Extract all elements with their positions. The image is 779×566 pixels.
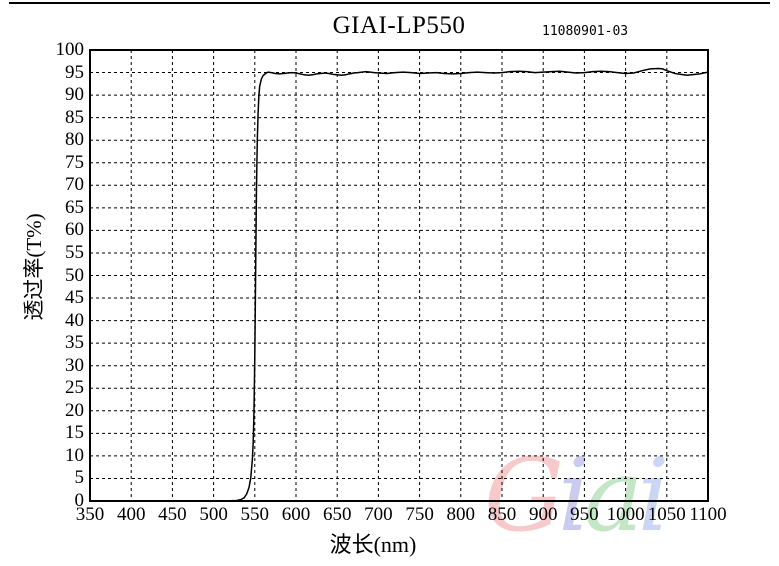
plot-border	[89, 49, 709, 502]
y-axis-title: 透过率(T%)	[22, 213, 46, 321]
x-tick-label: 850	[487, 504, 517, 525]
top-border-line	[9, 2, 770, 4]
x-tick-label: 700	[364, 504, 393, 525]
x-tick-label: 400	[116, 504, 146, 525]
x-tick-label: 500	[199, 504, 228, 525]
y-tick-label: 5	[74, 467, 85, 489]
y-tick-label: 95	[65, 61, 84, 83]
y-tick-label: 15	[65, 422, 84, 444]
x-tick-label: 600	[281, 504, 311, 525]
watermark-letter: a	[583, 437, 644, 554]
y-tick-label: 20	[65, 399, 84, 421]
watermark-letter: i	[637, 437, 670, 554]
x-tick-label: 550	[240, 504, 270, 525]
y-tick-label: 0	[74, 490, 85, 511]
y-tick-label: 30	[65, 354, 84, 376]
watermark-letter: G	[484, 437, 564, 554]
x-tick-label: 1100	[689, 504, 727, 525]
y-tick-label: 75	[65, 151, 84, 173]
serial-number: 11080901-03	[542, 24, 629, 39]
x-tick-label: 350	[75, 504, 105, 525]
y-tick-label: 90	[65, 84, 84, 106]
y-tick-label: 50	[65, 264, 84, 286]
y-tick-label: 55	[65, 241, 84, 263]
watermark-letter: i	[557, 437, 590, 554]
y-tick-label: 65	[65, 196, 84, 218]
chart-title: GIAI-LP550	[332, 12, 466, 39]
x-tick-label: 1050	[647, 504, 686, 525]
x-tick-label: 800	[446, 504, 476, 525]
y-tick-label: 85	[65, 106, 84, 128]
y-tick-label: 40	[65, 309, 84, 331]
giai-logo-watermark: Giai	[484, 446, 669, 546]
x-axis-title: 波长(nm)	[329, 532, 417, 557]
y-tick-label: 70	[65, 174, 84, 196]
x-tick-label: 1000	[606, 504, 645, 525]
y-tick-label: 100	[55, 39, 85, 60]
x-tick-label: 450	[158, 504, 187, 525]
x-tick-label: 900	[528, 504, 558, 525]
y-tick-label: 25	[65, 377, 84, 399]
x-tick-label: 650	[322, 504, 352, 525]
y-tick-label: 60	[65, 219, 84, 241]
x-tick-label: 950	[570, 504, 599, 525]
x-tick-label: 750	[405, 504, 434, 525]
y-tick-label: 80	[65, 129, 84, 151]
y-tick-label: 35	[65, 332, 84, 354]
y-tick-label: 10	[65, 444, 84, 466]
y-tick-label: 45	[65, 287, 84, 309]
